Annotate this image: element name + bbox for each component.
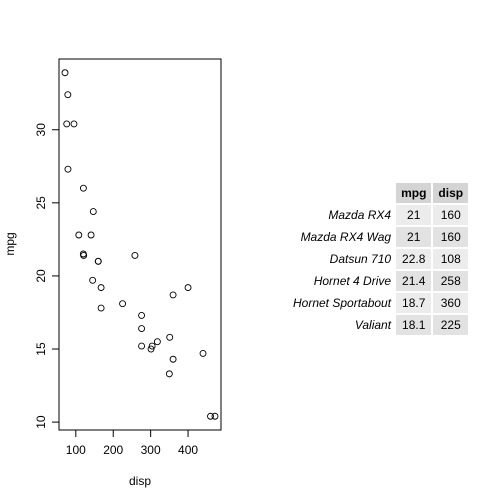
- table-corner: [288, 183, 394, 203]
- data-point: [169, 355, 177, 363]
- data-point: [75, 231, 83, 239]
- data-point: [207, 412, 214, 420]
- y-tick-label: 15: [34, 342, 48, 356]
- row-name: Mazda RX4 Wag: [300, 230, 392, 244]
- data-point: [138, 342, 146, 350]
- column-header-mpg: mpg: [396, 183, 432, 203]
- disp-cell: 160: [433, 205, 469, 225]
- data-point: [211, 412, 219, 420]
- data-point: [148, 342, 156, 350]
- data-point: [147, 345, 155, 353]
- data-point: [63, 120, 71, 128]
- data-table: mpg disp Mazda RX4 21 160 Mazda RX4 Wag …: [286, 181, 470, 337]
- data-point: [166, 333, 174, 341]
- table-row: Mazda RX4 21 160: [288, 205, 469, 225]
- data-point: [97, 284, 105, 292]
- data-point: [119, 300, 127, 308]
- x-tick-label: 300: [141, 443, 161, 457]
- data-point: [169, 291, 177, 299]
- mpg-cell: 18.7: [396, 293, 432, 313]
- mpg-cell: 21: [396, 205, 432, 225]
- mpg-cell: 21: [396, 227, 432, 247]
- data-point: [138, 325, 146, 333]
- data-point: [138, 311, 146, 319]
- disp-cell: 258: [433, 271, 469, 291]
- table-header-row: mpg disp: [288, 183, 469, 203]
- data-point: [97, 304, 105, 312]
- y-tick-label: 20: [34, 269, 48, 283]
- disp-cell: 160: [433, 227, 469, 247]
- row-name: Valiant: [354, 318, 392, 332]
- x-tick-label: 400: [178, 443, 198, 457]
- column-header-disp: disp: [433, 183, 469, 203]
- data-point: [89, 276, 97, 284]
- mpg-cell: 21.4: [396, 271, 432, 291]
- disp-cell: 360: [433, 293, 469, 313]
- y-tick-label: 10: [34, 415, 48, 429]
- row-name: Mazda RX4: [328, 208, 392, 222]
- data-point: [199, 349, 207, 357]
- table-row: Hornet Sportabout 18.7 360: [288, 293, 469, 313]
- row-name: Hornet Sportabout: [293, 296, 392, 310]
- y-tick-label: 30: [34, 123, 48, 137]
- plot-frame: [58, 58, 222, 431]
- data-point: [64, 91, 72, 99]
- mpg-cell: 18.1: [396, 315, 432, 335]
- data-point: [184, 284, 192, 292]
- data-point: [61, 69, 69, 77]
- data-point: [89, 208, 97, 216]
- x-axis: 100 200 300 400: [66, 429, 198, 457]
- table-row: Datsun 710 22.8 108: [288, 249, 469, 269]
- data-point: [131, 252, 139, 259]
- data-point: [165, 370, 173, 378]
- x-tick-label: 100: [66, 443, 86, 457]
- data-points: [61, 69, 219, 420]
- disp-cell: 108: [433, 249, 469, 269]
- data-point: [79, 184, 87, 192]
- data-point: [80, 252, 88, 259]
- y-axis-label: mpg: [3, 232, 17, 255]
- x-axis-label: disp: [129, 474, 151, 488]
- y-tick-label: 25: [34, 196, 48, 210]
- data-point: [94, 257, 102, 265]
- table-row: Hornet 4 Drive 21.4 258: [288, 271, 469, 291]
- data-point: [153, 338, 161, 346]
- row-name: Datsun 710: [329, 252, 392, 266]
- mpg-cell: 22.8: [396, 249, 432, 269]
- y-axis: 10 15 20 25 30: [34, 123, 60, 429]
- data-point: [87, 231, 95, 239]
- disp-cell: 225: [433, 315, 469, 335]
- row-name: Hornet 4 Drive: [313, 274, 392, 288]
- x-tick-label: 200: [103, 443, 123, 457]
- table-row: Mazda RX4 Wag 21 160: [288, 227, 469, 247]
- data-point: [70, 120, 78, 128]
- table-row: Valiant 18.1 225: [288, 315, 469, 335]
- data-point: [64, 165, 72, 173]
